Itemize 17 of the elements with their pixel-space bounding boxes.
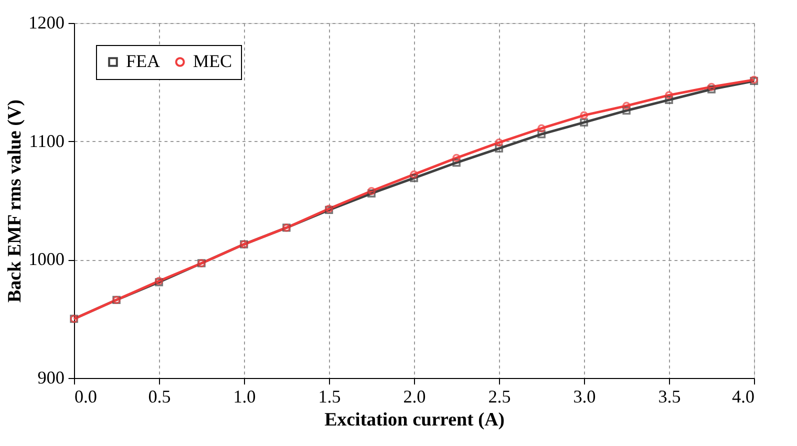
x-tick-label: 1.5	[318, 386, 341, 406]
y-tick-label: 1100	[29, 130, 64, 151]
y-tick-label: 1000	[28, 249, 64, 270]
x-tick-label: 2.0	[403, 386, 426, 406]
legend-label: MEC	[193, 51, 232, 71]
x-tick-label: 3.5	[658, 386, 681, 406]
x-tick-label: 3.0	[573, 386, 596, 406]
x-tick-label: 1.0	[233, 386, 256, 406]
y-axis-title: Back EMF rms value (V)	[4, 100, 26, 302]
x-tick-label: 0.5	[148, 386, 171, 406]
x-tick-label: 4.0	[732, 386, 754, 406]
x-tick-label: 0.0	[74, 386, 97, 406]
legend-label: FEA	[126, 51, 160, 71]
y-tick-label: 1200	[28, 12, 64, 32]
x-tick-label: 2.5	[488, 386, 511, 406]
x-axis-title: Excitation current (A)	[324, 410, 505, 430]
y-tick-label: 900	[38, 368, 64, 388]
